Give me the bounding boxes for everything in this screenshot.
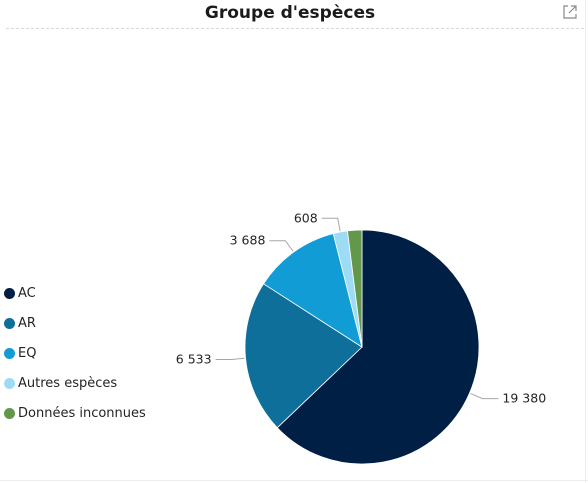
pie-slice-eq[interactable]: [262, 233, 363, 348]
legend-item-donnees-inconnues[interactable]: Données inconnues: [4, 398, 146, 428]
panel-border-right: [585, 0, 586, 483]
data-label-ac: 19 380: [502, 391, 546, 406]
legend-label: AR: [18, 315, 36, 331]
expand-icon[interactable]: [562, 4, 578, 20]
legend-swatch: [4, 377, 15, 389]
legend-item-ac[interactable]: AC: [4, 278, 146, 308]
legend-swatch: [4, 407, 15, 419]
header-separator: [6, 28, 584, 29]
legend-item-autres-especes[interactable]: Autres espèces: [4, 368, 146, 398]
pie-slice-ac[interactable]: [276, 229, 480, 465]
legend-label: Données inconnues: [18, 405, 146, 421]
data-label-autres-especes: 608: [294, 210, 318, 225]
leader-line: [470, 393, 499, 400]
data-label-ar: 6 533: [176, 351, 212, 366]
legend-label: EQ: [18, 345, 37, 361]
pie-slice-ar[interactable]: [244, 283, 363, 429]
legend-swatch: [4, 347, 15, 359]
legend-label: AC: [18, 285, 36, 301]
data-label-eq: 3 688: [230, 233, 266, 248]
pie-slice-donnees-inconnues[interactable]: [347, 229, 363, 348]
chart-legend: AC AR EQ Autres espèces Données inconnues: [4, 278, 146, 428]
legend-item-ar[interactable]: AR: [4, 308, 146, 338]
leader-line: [215, 357, 245, 360]
legend-label: Autres espèces: [18, 375, 118, 391]
chart-title: Groupe d'espèces: [204, 3, 376, 23]
legend-swatch: [4, 287, 15, 299]
panel-border-bottom: [0, 480, 588, 481]
leader-line: [321, 217, 341, 232]
leader-line: [269, 240, 294, 252]
legend-swatch: [4, 317, 15, 329]
legend-item-eq[interactable]: EQ: [4, 338, 146, 368]
